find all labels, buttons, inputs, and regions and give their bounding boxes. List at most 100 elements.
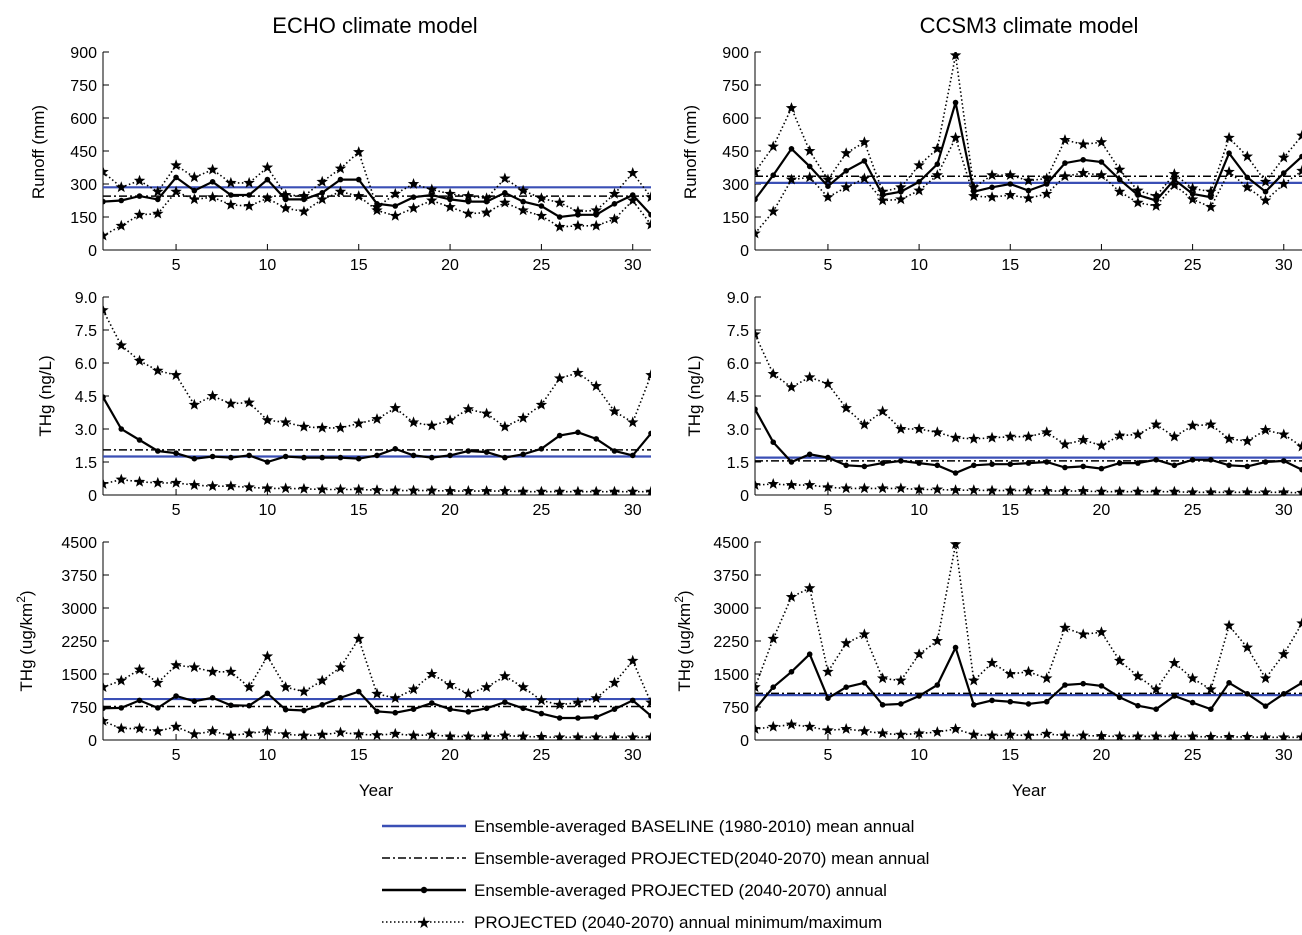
annual-point [374, 708, 380, 715]
min-star-point [608, 731, 621, 740]
max-star-point [279, 189, 292, 200]
min-star-point [261, 192, 274, 204]
y-tick-label: 750 [722, 700, 749, 717]
x-tick-label: 5 [172, 747, 181, 764]
max-star-point [1113, 163, 1126, 175]
annual-point [1153, 457, 1159, 463]
min-star-point [968, 484, 980, 495]
annual-point [898, 458, 904, 464]
xlabel-ccsm3: Year [1012, 781, 1047, 800]
y-tick-label: 3000 [713, 601, 749, 618]
annual-point [173, 450, 179, 457]
min-star-point [316, 483, 328, 495]
max-star-point [840, 637, 852, 649]
ylabel-ccsm3-thg-flux: THg (ug/km2) [672, 590, 694, 691]
min-star-point [316, 728, 328, 740]
annual-point [916, 460, 922, 466]
min-star-point [133, 208, 146, 220]
max-star-point [1113, 654, 1126, 666]
max-star-point [608, 405, 621, 417]
min-star-point [1241, 730, 1254, 740]
annual-point [989, 184, 995, 191]
max-star-point [822, 665, 834, 677]
min-star-point [334, 726, 347, 738]
max-star-point [1223, 131, 1235, 143]
max-star-point [407, 416, 420, 428]
annual-point [788, 459, 795, 465]
x-tick-label: 20 [1093, 747, 1111, 764]
max-star-point [1077, 138, 1089, 150]
annual-point [575, 715, 581, 721]
max-star-point [188, 661, 201, 673]
max-star-point [1241, 641, 1254, 653]
max-star-point [334, 661, 347, 673]
max-star-point [499, 670, 511, 682]
x-tick-label: 15 [350, 502, 368, 519]
max-star-point [1259, 672, 1272, 684]
annual-point [825, 695, 831, 701]
x-tick-label: 30 [624, 502, 642, 519]
min-star-point [627, 731, 639, 740]
max-star-point [444, 679, 456, 690]
annual-point [118, 705, 125, 711]
ylabel-echo-thg-flux: THg (ug/km2) [14, 590, 36, 691]
min-star-point [1077, 485, 1089, 495]
min-star-point [840, 181, 852, 193]
annual-point [337, 454, 344, 461]
annual-point [1080, 463, 1086, 470]
max-star-point [1259, 424, 1272, 435]
panel-ccsm3-thg-flux: 0 750 1500 2250 3000 3750 4500 5 10 15 20 25 30 [713, 535, 1302, 764]
max-star-point [261, 161, 274, 173]
x-tick-label: 25 [533, 257, 551, 274]
annual-point [1062, 160, 1068, 166]
y-tick-label: 6.0 [727, 356, 749, 373]
annual-point [861, 463, 868, 470]
max-star-point [1296, 129, 1302, 141]
annual-point [1262, 703, 1269, 709]
annual-series-line [103, 396, 651, 464]
annual-point [228, 192, 234, 198]
min-star-point [1296, 164, 1302, 176]
x-tick-label: 10 [910, 502, 928, 519]
min-star-point [1150, 730, 1162, 740]
annual-point [934, 462, 941, 469]
max-star-point [1041, 426, 1053, 438]
max-star-point [480, 407, 493, 419]
min-star-point [1004, 728, 1016, 740]
annual-point [447, 452, 453, 459]
annual-point [952, 99, 959, 106]
max-star-point [1004, 430, 1016, 442]
min-star-point [243, 727, 255, 739]
max-star-point [572, 205, 584, 217]
min-star-point [499, 485, 511, 495]
annual-point [520, 451, 526, 458]
annual-point [898, 701, 904, 707]
ylabel-ccsm3-runoff: Runoff (mm) [681, 105, 700, 199]
annual-point [337, 176, 344, 183]
annual-point [806, 163, 813, 170]
max-star-point [1205, 683, 1217, 695]
x-tick-label: 5 [823, 502, 832, 519]
min-star-point [480, 485, 493, 495]
annual-point [228, 702, 234, 709]
min-star-point [103, 229, 109, 241]
max-star-point [1095, 626, 1108, 638]
max-star-point [1022, 665, 1035, 677]
min-star-point [1241, 486, 1254, 495]
y-tick-label: 0 [88, 243, 97, 260]
max-star-point [499, 420, 511, 432]
annual-point [770, 172, 777, 178]
annual-point [447, 196, 453, 203]
min-star-point [371, 484, 383, 495]
y-tick-label: 0 [740, 243, 749, 260]
max-star-point [858, 136, 871, 148]
min-star-point [426, 728, 438, 740]
panel-ccsm3-runoff: 0 150 300 450 600 750 900 5 10 15 20 25 30 [722, 45, 1302, 274]
max-star-point [767, 632, 779, 644]
min-star-point [225, 480, 237, 492]
annual-point [593, 436, 599, 442]
min-star-point [986, 484, 998, 495]
max-star-point [225, 397, 237, 409]
min-star-point [803, 171, 816, 183]
max-star-point [206, 390, 219, 401]
